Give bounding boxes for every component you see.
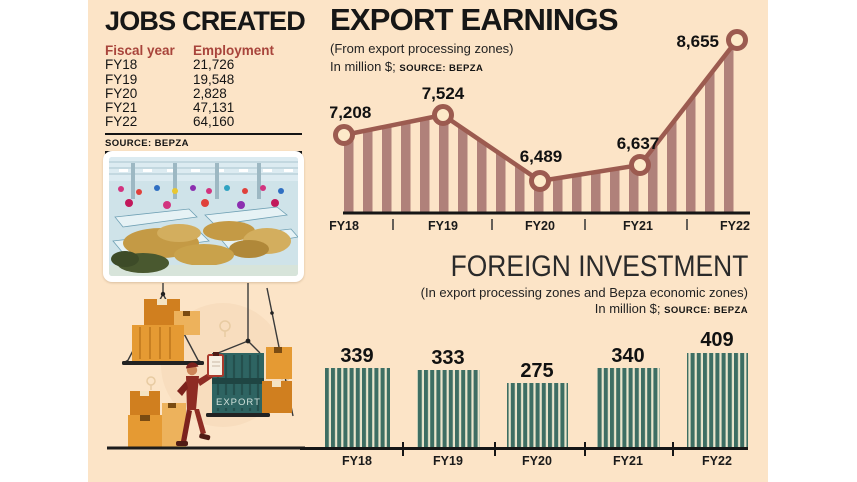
- svg-text:340: 340: [611, 345, 644, 367]
- svg-text:FY22: FY22: [720, 219, 750, 233]
- clipboard: [207, 352, 224, 377]
- jobs-title: JOBS CREATED: [105, 6, 306, 36]
- workers: [118, 185, 284, 209]
- svg-text:FY18: FY18: [330, 219, 359, 233]
- svg-text:FY20: FY20: [525, 219, 555, 233]
- cargo-boxes-hanging: [122, 299, 204, 365]
- jobs-created-section: JOBS CREATED Fiscal year Employment FY18…: [105, 6, 306, 154]
- svg-text:FY19: FY19: [433, 454, 463, 468]
- source-label: SOURCE: BEPZA: [399, 63, 484, 74]
- col-employment: Employment: [193, 43, 275, 58]
- svg-text:275: 275: [520, 360, 553, 382]
- row-value: 19,548: [193, 71, 235, 87]
- cargo-boxes-stack: [128, 391, 186, 447]
- row-fy: FY18: [105, 57, 138, 73]
- row-value: 21,726: [193, 57, 235, 73]
- bar-fy18: [325, 368, 390, 448]
- bars: [325, 353, 748, 448]
- svg-text:8,655: 8,655: [676, 32, 719, 51]
- divider: [105, 132, 302, 135]
- factory-photo: [103, 151, 304, 282]
- bar-fy20: [507, 383, 568, 448]
- jobs-source: SOURCE: BEPZA: [105, 137, 189, 149]
- svg-text:FY19: FY19: [428, 219, 458, 233]
- cable-joint: [160, 291, 166, 297]
- export-earnings-section: EXPORT EARNINGS (From export processing …: [330, 2, 619, 74]
- axis-ticks: [402, 442, 674, 456]
- bar-fy19: [417, 370, 480, 448]
- jobs-table-header: Fiscal year Employment: [105, 43, 305, 58]
- cargo-boxes-right: [262, 347, 292, 413]
- value-labels: 7,208 7,524 6,489 6,637 8,655: [330, 32, 719, 166]
- dark-fabric-pile: [111, 251, 169, 273]
- foreign-investment-unit: In million $; SOURCE: BEPZA: [410, 301, 748, 316]
- svg-text:7,524: 7,524: [422, 84, 465, 103]
- row-fy: FY21: [105, 100, 138, 116]
- export-earnings-unit: In million $; SOURCE: BEPZA: [330, 59, 618, 74]
- data-markers: [333, 29, 748, 192]
- foreign-investment-section: FOREIGN INVESTMENT (In export processing…: [410, 250, 748, 316]
- unit-text: In million $;: [594, 301, 661, 316]
- svg-text:6,637: 6,637: [617, 134, 660, 153]
- floor: [109, 265, 298, 276]
- container-label: EXPORT: [216, 397, 261, 408]
- row-value: 2,828: [193, 85, 227, 101]
- table-row: FY20 2,828: [105, 85, 305, 101]
- shipping-container: EXPORT: [206, 353, 270, 417]
- cable-joint: [270, 311, 274, 315]
- table-row: FY21 47,131: [105, 100, 305, 116]
- export-earnings-title: EXPORT EARNINGS: [330, 2, 619, 37]
- export-earnings-line-chart: 7,208 7,524 6,489 6,637 8,655 FY18 FY19 …: [330, 29, 750, 233]
- col-fiscal-year: Fiscal year: [105, 43, 175, 58]
- svg-text:FY21: FY21: [613, 454, 643, 468]
- export-illustration: EXPORT: [107, 283, 305, 450]
- pillars: [131, 163, 261, 199]
- source-label: SOURCE: BEPZA: [664, 305, 748, 316]
- axis-ticks: [392, 219, 688, 230]
- row-fy: FY20: [105, 85, 138, 101]
- svg-text:339: 339: [340, 345, 373, 367]
- svg-text:333: 333: [431, 347, 464, 369]
- category-labels: FY18 FY19 FY20 FY21 FY22: [342, 454, 732, 468]
- bar-fy21: [597, 368, 660, 448]
- foreign-investment-bar-chart: 339 333 275 340 409 FY18 FY19 FY20 FY21 …: [300, 330, 748, 468]
- svg-text:409: 409: [700, 330, 733, 351]
- fabric-piles: [123, 221, 291, 266]
- table-row: FY19 19,548: [105, 71, 305, 87]
- svg-text:FY18: FY18: [342, 454, 372, 468]
- export-earnings-subtitle: (From export processing zones): [330, 41, 514, 56]
- factory-photo-scene: [109, 157, 298, 276]
- category-labels: FY18 FY19 FY20 FY21 FY22: [330, 219, 750, 233]
- svg-text:6,489: 6,489: [520, 147, 563, 166]
- svg-text:FY21: FY21: [623, 219, 653, 233]
- foreign-investment-subtitle: (In export processing zones and Bepza ec…: [420, 285, 748, 300]
- ceiling: [109, 157, 298, 181]
- svg-text:FY20: FY20: [522, 454, 552, 468]
- row-value: 64,160: [193, 114, 235, 130]
- table-row: FY18 21,726: [105, 57, 305, 73]
- svg-text:FY22: FY22: [702, 454, 732, 468]
- value-labels: 339 333 275 340 409: [340, 330, 733, 382]
- bar-fy22: [687, 353, 748, 448]
- worker-figure: [176, 352, 224, 446]
- table-row: FY22 64,160: [105, 114, 305, 130]
- row-fy: FY22: [105, 114, 138, 130]
- svg-text:7,208: 7,208: [330, 103, 371, 122]
- unit-text: In million $;: [330, 59, 396, 74]
- row-fy: FY19: [105, 71, 138, 87]
- jobs-table: Fiscal year Employment FY18 21,726 FY19 …: [105, 43, 305, 130]
- cable-hook: [245, 338, 251, 344]
- row-value: 47,131: [193, 100, 235, 116]
- foreign-investment-title: FOREIGN INVESTMENT: [450, 250, 748, 283]
